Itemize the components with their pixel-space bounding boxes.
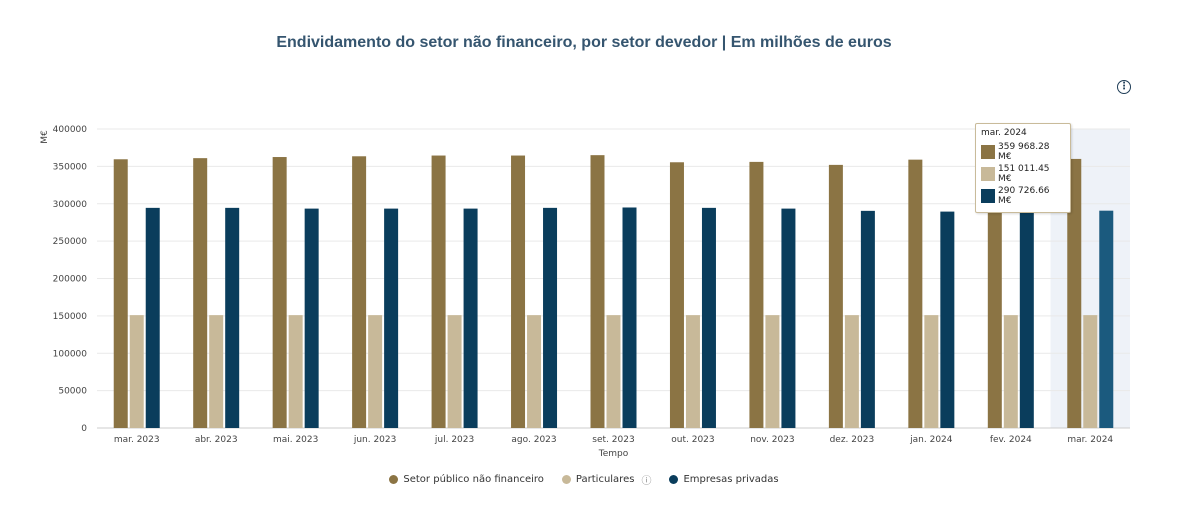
bar-particulares (447, 315, 462, 428)
legend-label: Setor público não financeiro (403, 474, 544, 485)
bar-empresas-privadas (622, 207, 637, 428)
y-tick-label: 150000 (53, 312, 88, 322)
bar-particulares (368, 315, 383, 428)
tooltip-value: 359 968.28 M€ (998, 142, 1050, 162)
bar-particulares (685, 315, 700, 428)
bar-particulares (129, 315, 144, 428)
y-tick-label: 100000 (53, 349, 88, 359)
bar-setor-público-não-financeiro (669, 162, 684, 429)
bar-particulares (844, 315, 859, 428)
bar-particulares (1083, 315, 1098, 428)
bar-empresas-privadas (1019, 210, 1034, 428)
bar-setor-público-não-financeiro (193, 158, 208, 428)
tooltip-swatch (981, 145, 995, 159)
bar-setor-público-não-financeiro (987, 159, 1002, 428)
bar-setor-público-não-financeiro (113, 159, 128, 428)
x-tick-label: mar. 2024 (1067, 435, 1113, 445)
info-circle-icon[interactable]: ⓘ (641, 476, 652, 487)
bar-particulares (288, 315, 303, 428)
bar-empresas-privadas (781, 208, 796, 428)
bar-empresas-privadas (940, 211, 955, 428)
legend-dot-icon (561, 475, 571, 484)
y-tick-label: 200000 (53, 275, 88, 285)
bar-setor-público-não-financeiro (431, 155, 446, 428)
bar-empresas-privadas (225, 207, 240, 428)
x-tick-label: jun. 2023 (353, 435, 397, 445)
bar-empresas-privadas (1099, 210, 1114, 428)
chart-legend: Setor público não financeiro Particulare… (0, 472, 1168, 487)
x-tick-label: jul. 2023 (434, 435, 474, 445)
tooltip-value: 151 011.45 M€ (998, 164, 1050, 184)
chart-menu-button[interactable]: ⋮ (1117, 80, 1131, 94)
tooltip-swatch (981, 189, 995, 203)
bar-particulares (606, 315, 621, 428)
x-tick-label: nov. 2023 (750, 435, 794, 445)
bar-particulares (765, 315, 780, 428)
x-tick-label: dez. 2023 (830, 435, 875, 445)
x-tick-label: jan. 2024 (909, 435, 953, 445)
y-tick-label: 250000 (53, 237, 88, 247)
tooltip-swatch (981, 167, 995, 181)
x-tick-label: abr. 2023 (195, 435, 238, 445)
bar-setor-público-não-financeiro (511, 155, 526, 428)
x-tick-label: mar. 2023 (114, 435, 160, 445)
bar-particulares (924, 315, 939, 428)
x-tick-label: fev. 2024 (990, 435, 1032, 445)
y-tick-label: 300000 (53, 200, 88, 210)
bar-empresas-privadas (384, 208, 399, 428)
x-tick-label: mai. 2023 (273, 435, 318, 445)
bar-empresas-privadas (145, 207, 160, 428)
chart-title: Endividamento do setor não financeiro, p… (276, 34, 892, 51)
tooltip-header: mar. 2024 (981, 128, 1027, 138)
legend-item-empresas-privadas[interactable]: Empresas privadas (669, 472, 779, 487)
legend-label: Particulares (575, 474, 635, 485)
bar-empresas-privadas (304, 208, 319, 428)
legend-label: Empresas privadas (683, 474, 779, 485)
x-tick-label: ago. 2023 (511, 435, 556, 445)
x-tick-label: set. 2023 (592, 435, 634, 445)
bar-empresas-privadas (463, 208, 478, 428)
bar-setor-público-não-financeiro (352, 156, 367, 428)
legend-item-setor-publico[interactable]: Setor público não financeiro (389, 472, 544, 487)
bar-setor-público-não-financeiro (590, 155, 605, 428)
legend-dot-icon (389, 475, 399, 484)
y-axis-label: M€ (40, 130, 50, 144)
tooltip-row: 151 011.45 M€ (981, 164, 1065, 184)
bar-setor-público-não-financeiro (1067, 158, 1082, 428)
tooltip-row: 359 968.28 M€ (981, 142, 1065, 162)
tooltip-row: 290 726.66 M€ (981, 186, 1065, 206)
bar-setor-público-não-financeiro (908, 159, 923, 428)
bar-empresas-privadas (701, 207, 716, 428)
chart-tooltip: mar. 2024 359 968.28 M€ 151 011.45 M€ 29… (975, 123, 1071, 213)
bar-setor-público-não-financeiro (749, 161, 764, 428)
tooltip-value: 290 726.66 M€ (998, 186, 1050, 206)
x-tick-label: out. 2023 (671, 435, 714, 445)
bar-empresas-privadas (543, 207, 558, 428)
bar-setor-público-não-financeiro (828, 164, 843, 428)
bar-setor-público-não-financeiro (272, 157, 287, 428)
y-tick-label: 0 (81, 424, 87, 434)
info-menu-icon: ⋮ (1119, 81, 1129, 92)
x-axis-label: Tempo (598, 449, 629, 459)
y-tick-label: 350000 (53, 162, 88, 172)
y-tick-label: 50000 (58, 387, 87, 397)
bar-particulares (527, 315, 542, 428)
y-tick-label: 400000 (53, 125, 88, 135)
bar-particulares (1003, 315, 1018, 428)
legend-dot-icon (669, 475, 679, 484)
bar-empresas-privadas (860, 210, 875, 428)
legend-item-particulares[interactable]: Particulares ⓘ (561, 472, 652, 487)
bar-particulares (209, 315, 224, 428)
